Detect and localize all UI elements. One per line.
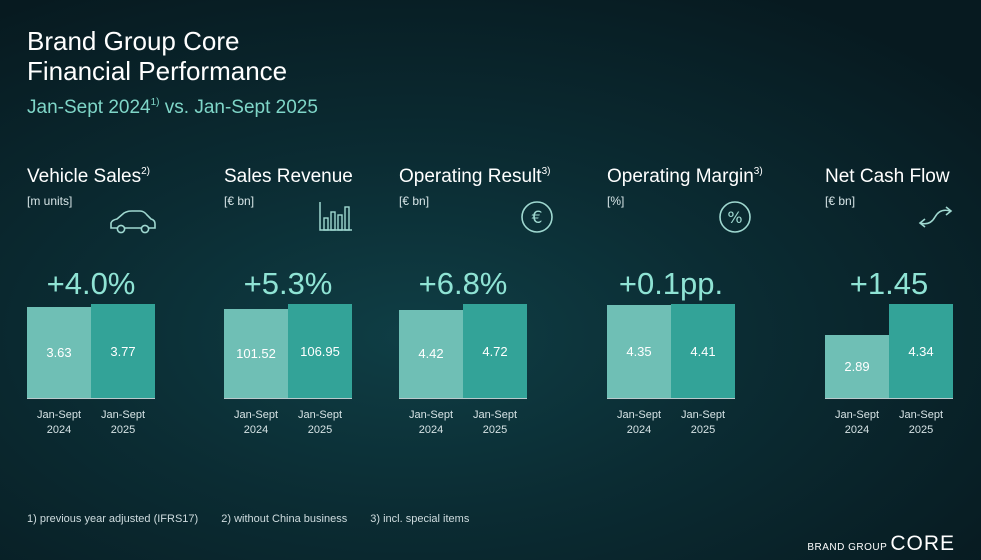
footnotes: 1) previous year adjusted (IFRS17) 2) wi… (27, 513, 489, 525)
period-a-note: 1) (150, 97, 160, 108)
kpi-vehicle-sales: Vehicle Sales2) [m units] (27, 166, 227, 208)
bar-current-year: 4.72 (463, 304, 527, 398)
x-tick-label: Jan-Sept 2025 (680, 409, 726, 436)
kpi-title: Operating Result3) (399, 166, 599, 188)
period-b: vs. Jan-Sept 2025 (159, 97, 318, 118)
footnote-1: 1) previous year adjusted (IFRS17) (27, 513, 199, 525)
kpi-change: +5.3% (243, 266, 333, 301)
bar-previous-year: 3.63 (27, 307, 91, 398)
kpi-operating-margin: Operating Margin3) [%] (607, 166, 807, 208)
brand-prefix: BRAND GROUP (807, 542, 888, 553)
period-a: Jan-Sept 2024 (27, 97, 151, 118)
percent-icon: % (718, 200, 752, 234)
bar-value-label: 101.52 (236, 345, 276, 361)
kpi-unit: [€ bn] (399, 194, 430, 208)
kpi-unit: [m units] (27, 194, 73, 208)
x-axis-line (607, 398, 735, 399)
kpi-change: +6.8% (418, 266, 508, 301)
subtitle: Financial Performance (27, 56, 288, 86)
bar-current-year: 4.41 (671, 304, 735, 398)
bar-chart-icon (318, 200, 354, 232)
kpi-title: Sales Revenue (224, 166, 424, 188)
x-tick-label: Jan-Sept 2025 (297, 409, 343, 436)
bar-value-label: 3.77 (110, 343, 136, 359)
x-tick-label: Jan-Sept 2024 (408, 409, 454, 436)
bar-current-year: 3.77 (91, 304, 155, 398)
bar-value-label: 4.35 (626, 344, 652, 360)
kpi-unit: [%] (607, 194, 625, 208)
kpi-title-text: Sales Revenue (224, 166, 353, 187)
kpi-change: +1.45 (849, 266, 929, 301)
x-axis-line (27, 398, 155, 399)
x-tick-label: Jan-Sept 2024 (36, 409, 82, 436)
bar-value-label: 4.41 (690, 343, 716, 359)
title: Brand Group Core (27, 26, 240, 56)
x-tick-label: Jan-Sept 2024 (834, 409, 880, 436)
bar-previous-year: 2.89 (825, 335, 889, 398)
bar-previous-year: 101.52 (224, 308, 288, 398)
kpi-change: +0.1pp. (618, 266, 724, 301)
brand-logo: BRAND GROUP CORE (807, 532, 955, 556)
cash-flow-arrows-icon (916, 204, 956, 230)
brand-name: CORE (890, 532, 955, 555)
bar-previous-year: 4.42 (399, 309, 463, 398)
kpi-title-text: Net Cash Flow (825, 166, 950, 187)
kpi-title-note: 3) (541, 166, 551, 177)
kpi-unit: [€ bn] (224, 194, 255, 208)
footnote-2: 2) without China business (221, 513, 348, 525)
bar-value-label: 3.63 (46, 345, 72, 361)
kpi-sales-revenue: Sales Revenue [€ bn] (224, 166, 424, 208)
kpi-title-text: Operating Result (399, 166, 542, 187)
svg-text:%: % (727, 208, 742, 227)
kpi-net-cash-flow: Net Cash Flow [€ bn] (825, 166, 981, 208)
kpi-title: Vehicle Sales2) (27, 166, 227, 188)
kpi-title-note: 3) (753, 166, 763, 177)
car-icon (108, 208, 158, 236)
bar-value-label: 4.42 (418, 346, 444, 362)
x-axis-line (224, 398, 352, 399)
x-tick-label: Jan-Sept 2025 (100, 409, 146, 436)
footnote-3: 3) incl. special items (370, 513, 470, 525)
bar-current-year: 106.95 (288, 304, 352, 398)
euro-icon: € (520, 200, 554, 234)
bar-value-label: 106.95 (300, 343, 340, 359)
bar-previous-year: 4.35 (607, 305, 671, 398)
kpi-change: +4.0% (46, 266, 136, 301)
kpi-title: Operating Margin3) (607, 166, 807, 188)
bar-value-label: 4.34 (908, 343, 934, 359)
header: Brand Group Core Financial Performance J… (27, 26, 318, 121)
x-tick-label: Jan-Sept 2025 (472, 409, 518, 436)
period-line: Jan-Sept 20241) vs. Jan-Sept 2025 (27, 90, 318, 121)
x-axis-line (825, 398, 953, 399)
bar-current-year: 4.34 (889, 304, 953, 398)
kpi-unit: [€ bn] (825, 194, 856, 208)
x-tick-label: Jan-Sept 2024 (233, 409, 279, 436)
x-axis-line (399, 398, 527, 399)
bar-value-label: 2.89 (844, 359, 870, 375)
bar-value-label: 4.72 (482, 343, 508, 359)
kpi-title-note: 2) (141, 166, 150, 177)
x-tick-label: Jan-Sept 2025 (898, 409, 944, 436)
svg-text:€: € (532, 208, 543, 228)
kpi-title-text: Operating Margin (607, 166, 754, 187)
kpi-operating-result: Operating Result3) [€ bn] (399, 166, 599, 208)
x-tick-label: Jan-Sept 2024 (616, 409, 662, 436)
kpi-title-text: Vehicle Sales (27, 166, 142, 187)
kpi-title: Net Cash Flow (825, 166, 981, 188)
